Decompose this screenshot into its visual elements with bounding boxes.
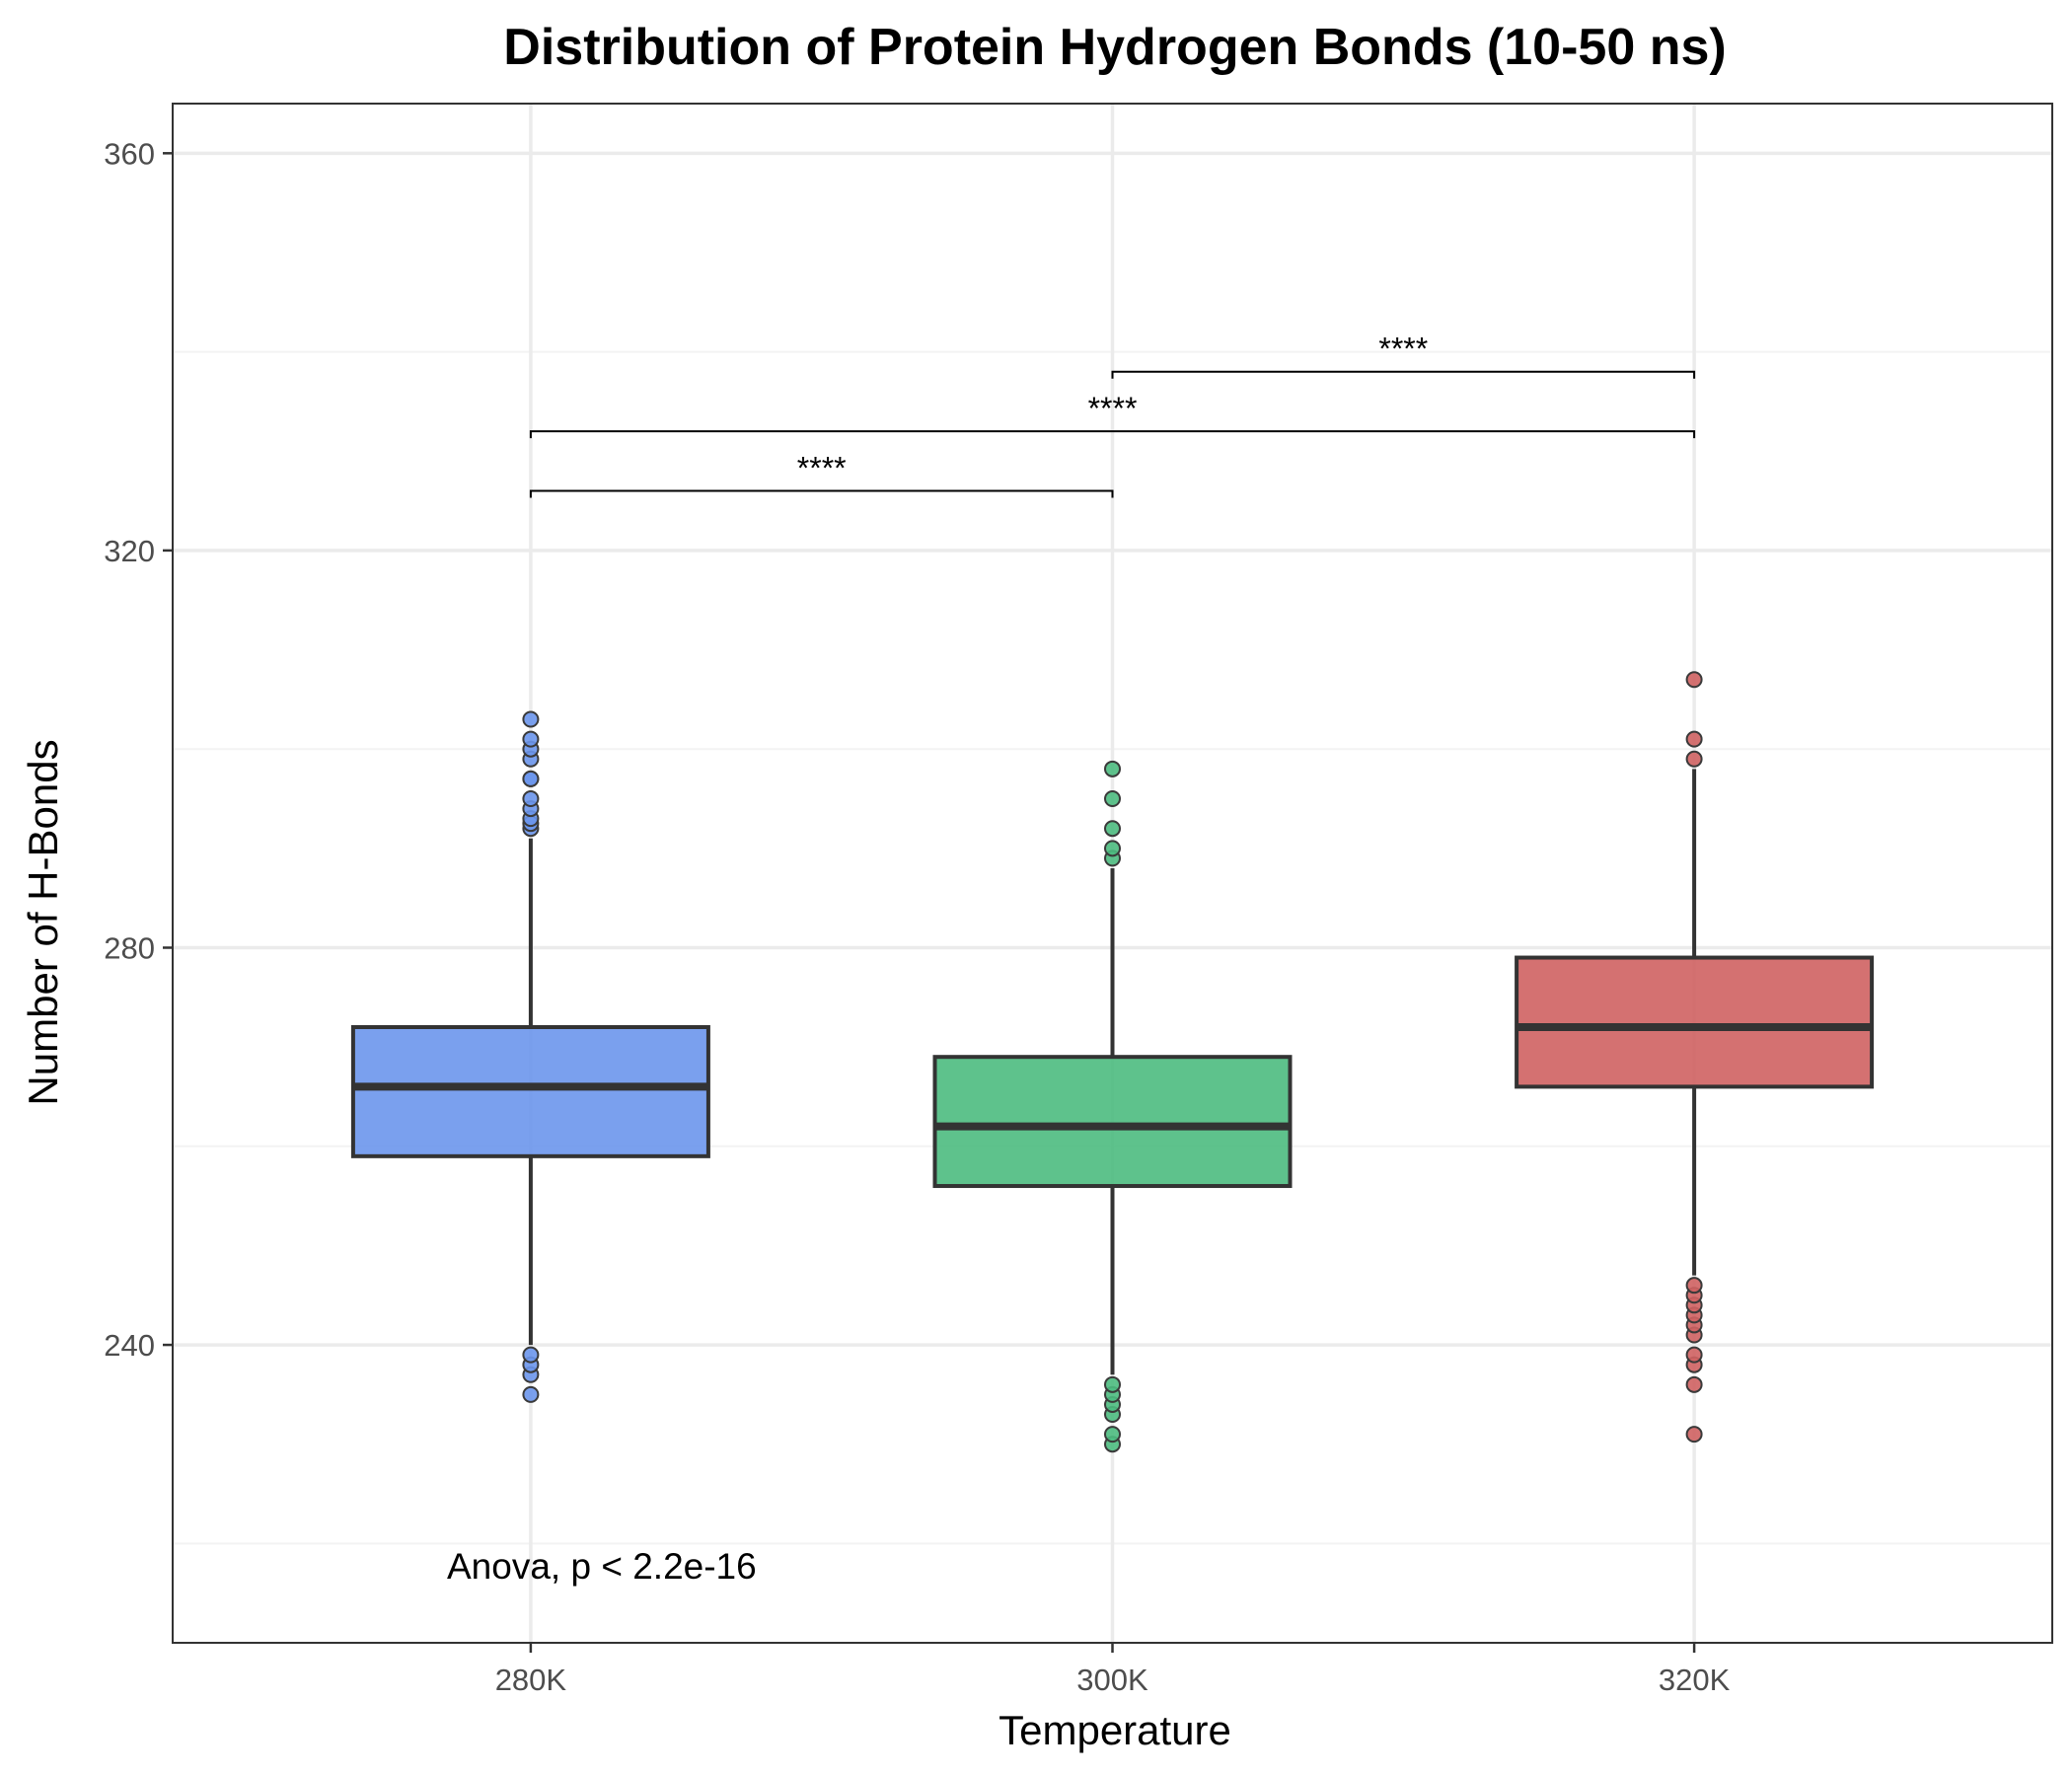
box-iqr bbox=[350, 1025, 710, 1158]
bracket-280K-300K: **** bbox=[529, 451, 1114, 498]
outlier-point bbox=[1685, 1346, 1703, 1364]
anova-annotation: Anova, p < 2.2e-16 bbox=[447, 1546, 757, 1587]
outlier-point bbox=[1685, 1426, 1703, 1443]
y-tick-label: 360 bbox=[104, 136, 155, 171]
bracket-280K-320K: **** bbox=[529, 391, 1696, 439]
box-group bbox=[350, 671, 1875, 1453]
box-300K bbox=[932, 760, 1293, 1453]
x-tick-label: 300K bbox=[1076, 1663, 1148, 1697]
y-axis-title: Number of H-Bonds bbox=[20, 739, 66, 1105]
bracket-line bbox=[1111, 370, 1696, 379]
outlier-point bbox=[522, 1385, 540, 1403]
box-iqr bbox=[1515, 955, 1875, 1089]
outlier-point bbox=[522, 770, 540, 787]
x-axis: 280K 300K 320K bbox=[495, 1643, 1731, 1697]
outlier-point bbox=[1104, 840, 1121, 857]
outlier-point bbox=[522, 1346, 540, 1364]
outlier-point bbox=[1685, 671, 1703, 689]
box-320K bbox=[1515, 671, 1875, 1443]
y-tick-label: 280 bbox=[104, 930, 155, 965]
box-iqr bbox=[932, 1055, 1293, 1189]
outlier-point bbox=[1685, 730, 1703, 748]
bracket-line bbox=[529, 489, 1114, 498]
outlier-point bbox=[522, 710, 540, 728]
y-tick-label: 240 bbox=[104, 1328, 155, 1363]
outlier-point bbox=[1685, 1277, 1703, 1295]
x-tick-label: 280K bbox=[495, 1663, 567, 1697]
bracket-line bbox=[529, 430, 1696, 439]
outlier-point bbox=[522, 730, 540, 748]
outlier-point bbox=[1104, 820, 1121, 838]
y-axis: 240 280 320 360 bbox=[104, 136, 173, 1363]
outlier-point bbox=[1104, 1426, 1121, 1443]
outlier-point bbox=[1104, 1375, 1121, 1393]
significance-label: **** bbox=[1378, 332, 1428, 367]
y-tick-label: 320 bbox=[104, 534, 155, 568]
significance-label: **** bbox=[1088, 391, 1138, 426]
significance-brackets: **** **** **** bbox=[529, 332, 1696, 498]
bracket-300K-320K: **** bbox=[1111, 332, 1696, 379]
outlier-point bbox=[1685, 750, 1703, 768]
outlier-point bbox=[1104, 760, 1121, 777]
box-280K bbox=[350, 710, 710, 1403]
x-tick-label: 320K bbox=[1659, 1663, 1731, 1697]
significance-label: **** bbox=[797, 451, 847, 486]
outlier-point bbox=[1685, 1375, 1703, 1393]
outlier-point bbox=[522, 790, 540, 808]
chart-title: Distribution of Protein Hydrogen Bonds (… bbox=[503, 19, 1726, 76]
outlier-point bbox=[1104, 790, 1121, 808]
x-axis-title: Temperature bbox=[999, 1707, 1231, 1753]
